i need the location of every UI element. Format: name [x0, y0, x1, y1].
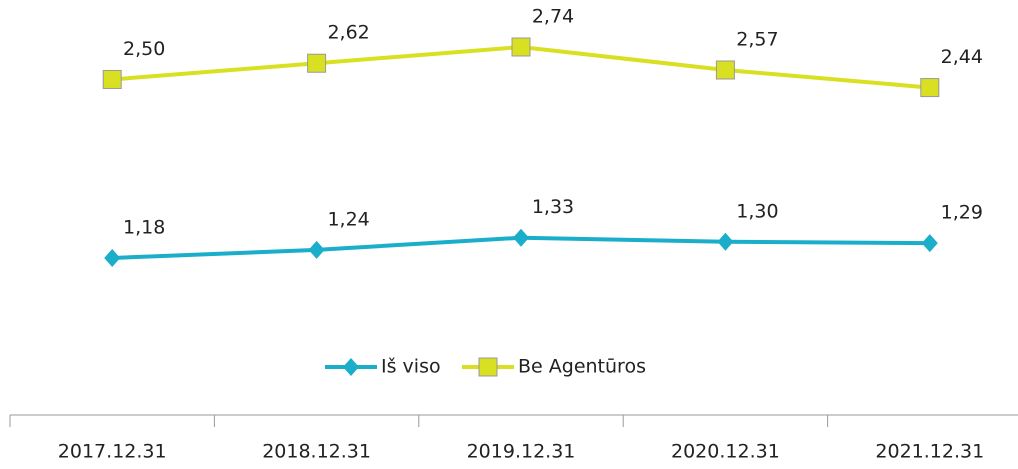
data-label: 1,24 [327, 208, 369, 230]
marker [308, 240, 325, 259]
x-tick-label: 2018.12.31 [262, 441, 371, 463]
x-tick-label: 2020.12.31 [671, 441, 780, 463]
x-tick-label: 2017.12.31 [58, 441, 167, 463]
legend-label: Be Agentūros [518, 356, 646, 378]
marker [104, 249, 121, 267]
x-tick-label: 2021.12.31 [875, 441, 984, 463]
data-label: 1,33 [532, 196, 574, 218]
data-label: 1,18 [123, 217, 165, 239]
data-label: 2,44 [941, 46, 983, 68]
data-label: 1,30 [736, 200, 778, 222]
data-label: 1,29 [941, 202, 983, 224]
marker [715, 60, 735, 80]
marker [511, 37, 531, 57]
data-label: 2,57 [736, 28, 778, 50]
data-label: 2,74 [532, 6, 574, 28]
marker [102, 69, 122, 89]
legend-label: Iš viso [381, 356, 441, 378]
marker [921, 234, 938, 253]
marker [307, 53, 327, 73]
x-tick-label: 2019.12.31 [467, 441, 576, 463]
marker [513, 228, 529, 247]
marker [717, 232, 734, 251]
legend-marker [478, 357, 498, 377]
marker [920, 78, 940, 98]
data-label: 2,62 [327, 22, 369, 44]
data-label: 2,50 [123, 38, 165, 60]
legend-marker [343, 358, 359, 376]
